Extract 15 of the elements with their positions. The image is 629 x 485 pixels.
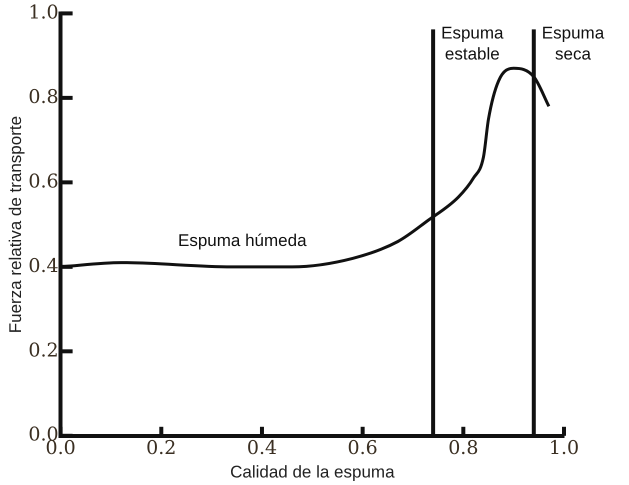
y-tick-label: 0.6 (28, 170, 59, 192)
ref-line-label: Espuma seca (542, 24, 605, 64)
y-tick-label: 1.0 (28, 1, 59, 24)
y-axis-title: Fuerza relativa de transporte (6, 116, 25, 334)
x-tick-label: 0.6 (348, 437, 378, 460)
x-tick-label: 0.2 (146, 437, 176, 460)
x-axis-title: Calidad de la espuma (230, 462, 396, 482)
x-tick-label: 1.0 (548, 437, 580, 460)
y-tick-label: 0.4 (28, 254, 59, 277)
x-tick-label: 0.8 (448, 437, 478, 460)
y-tick-label: 0.8 (28, 86, 59, 108)
x-tick-label: 0.4 (246, 437, 278, 460)
y-tick-label: 0.2 (28, 339, 59, 362)
ref-line-label: Espuma estable (441, 24, 504, 64)
annotation: Espuma húmeda (178, 231, 307, 251)
